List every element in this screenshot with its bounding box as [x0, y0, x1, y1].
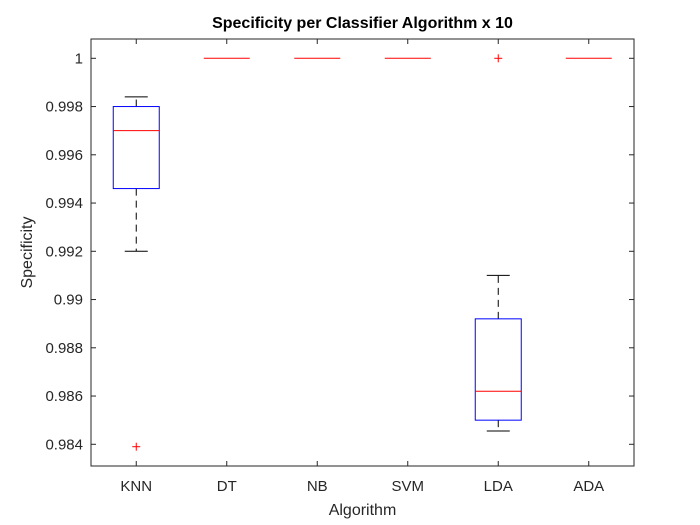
x-tick-label-svm: SVM	[391, 478, 424, 495]
y-tick-label: 0.99	[54, 292, 83, 309]
plot-area	[91, 39, 634, 466]
axes-frame	[90, 38, 635, 467]
x-tick-label-ada: ADA	[573, 478, 604, 495]
chart-title: Specificity per Classifier Algorithm x 1…	[212, 15, 513, 32]
box-plot-marks	[112, 54, 612, 451]
x-tick-label-dt: DT	[217, 478, 237, 495]
y-tick-label: 0.998	[45, 99, 83, 116]
box-knn	[112, 96, 160, 451]
y-axis-label: Specificity	[19, 216, 36, 288]
outlier-marker	[132, 442, 141, 451]
y-tick-label: 0.994	[45, 195, 83, 212]
x-axis-label: Algorithm	[329, 502, 397, 519]
y-tick-label: 0.984	[45, 436, 83, 453]
y-tick-label: 0.986	[45, 388, 83, 405]
axes: 0.984 0.986 0.988 0.99 0.992 0.994 0.996 0.998 1…	[45, 38, 635, 495]
outlier-marker	[494, 54, 503, 63]
y-tick-label: 1	[75, 50, 83, 67]
x-tick-label-lda: LDA	[484, 478, 513, 495]
y-tick-label: 0.992	[45, 243, 83, 260]
x-tick-label-nb: NB	[307, 478, 328, 495]
box-lda	[474, 54, 522, 432]
y-tick-label: 0.988	[45, 340, 83, 357]
box-iqr	[474, 318, 522, 421]
x-tick-label-knn: KNN	[120, 478, 152, 495]
box-iqr	[112, 106, 160, 190]
y-tick-label: 0.996	[45, 147, 83, 164]
